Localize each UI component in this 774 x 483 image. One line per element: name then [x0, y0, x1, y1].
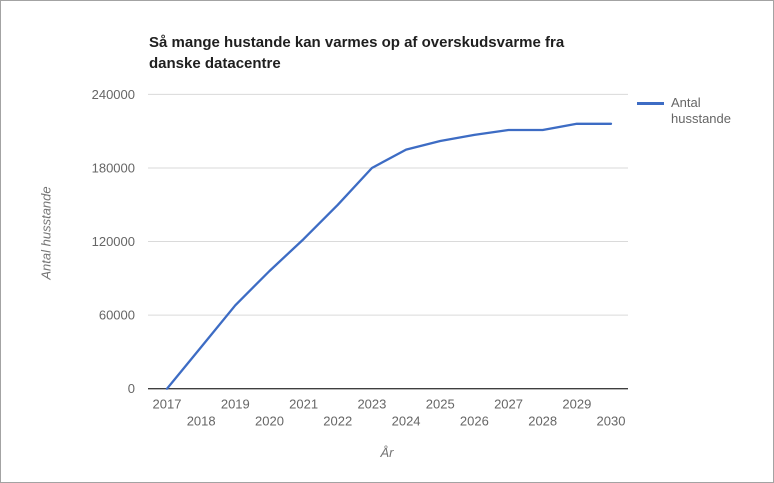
x-tick-label: 2020	[255, 414, 284, 429]
chart-title: Så mange hustande kan varmes op af overs…	[149, 32, 564, 74]
x-tick-label: 2025	[426, 397, 455, 412]
x-tick-label: 2023	[357, 397, 386, 412]
x-tick-label: 2030	[597, 414, 626, 429]
x-tick-label: 2026	[460, 414, 489, 429]
legend-label: Antal husstande	[671, 95, 731, 127]
chart-title-line2: danske datacentre	[149, 55, 281, 72]
y-tick-label: 60000	[99, 308, 135, 323]
x-tick-label: 2018	[187, 414, 216, 429]
y-tick-label: 180000	[92, 160, 135, 175]
y-tick-label: 240000	[92, 87, 135, 102]
x-tick-label: 2024	[392, 414, 421, 429]
x-axis-title: År	[380, 445, 394, 460]
chart-title-line1: Så mange hustande kan varmes op af overs…	[149, 34, 565, 51]
x-tick-label: 2029	[562, 397, 591, 412]
x-tick-label: 2021	[289, 397, 318, 412]
x-tick-label: 2017	[153, 397, 182, 412]
x-tick-label: 2019	[221, 397, 250, 412]
y-tick-label: 120000	[92, 234, 135, 249]
legend: Antal husstande	[637, 95, 731, 127]
legend-line-swatch	[637, 102, 664, 105]
x-tick-label: 2028	[528, 414, 557, 429]
legend-label-line2: husstande	[671, 111, 731, 126]
series-line-antal-husstande	[165, 122, 613, 390]
legend-label-line1: Antal	[671, 95, 701, 110]
x-tick-label: 2022	[323, 414, 352, 429]
x-tick-label: 2027	[494, 397, 523, 412]
y-tick-label: 0	[128, 381, 135, 396]
